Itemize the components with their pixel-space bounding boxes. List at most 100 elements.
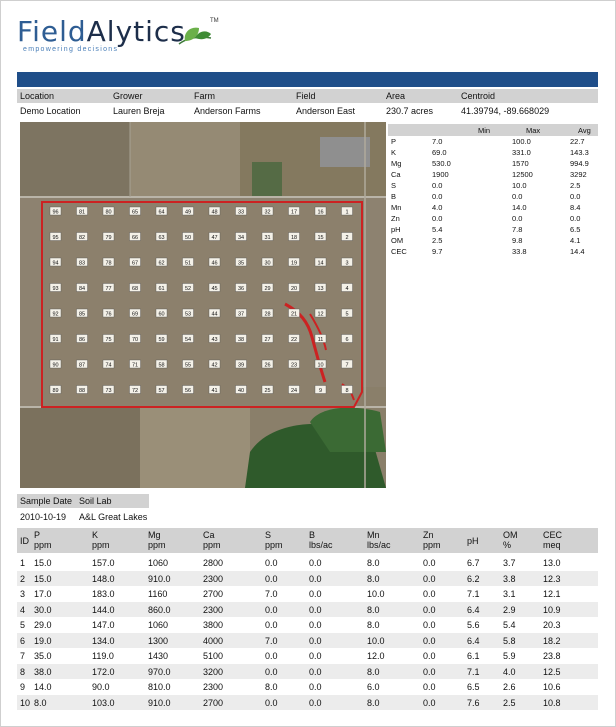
sample-point-label: 23 (291, 362, 297, 368)
value-grower: Lauren Breja (113, 106, 165, 116)
data-header-label: ID (20, 536, 29, 546)
sample-point-marker (288, 385, 300, 394)
table-cell: 15.0 (34, 558, 52, 568)
table-cell: 0.0 (265, 666, 278, 677)
sample-point-label: 30 (264, 260, 270, 266)
sample-point-label: 29 (264, 286, 270, 292)
stats-name: Mg (391, 159, 402, 168)
sample-point-label: 10 (317, 362, 323, 368)
sample-point-label: 69 (132, 311, 138, 317)
stats-row: OM 2.5 9.8 4.1 (388, 235, 598, 246)
sample-point-label: 47 (211, 235, 217, 241)
sample-point-marker (155, 257, 168, 267)
sample-point-label: 37 (238, 311, 244, 317)
sample-point-label: 63 (158, 235, 164, 241)
sample-point-marker (341, 206, 353, 216)
table-cell: 0.0 (265, 573, 278, 584)
sample-point-marker (314, 334, 327, 343)
sample-point-marker (182, 334, 194, 343)
sample-point-marker (261, 359, 274, 369)
data-header-label: B (309, 530, 316, 540)
table-cell: 6.5 (467, 682, 480, 692)
sample-point-label: 68 (132, 286, 138, 292)
table-cell: 20.3 (543, 620, 561, 630)
field-info-row: Demo Location Lauren Breja Anderson Farm… (17, 104, 598, 118)
sample-point-label: 18 (291, 235, 297, 241)
stats-name: B (391, 192, 397, 201)
sample-point-marker (288, 283, 300, 292)
table-cell: 15.0 (34, 573, 52, 584)
table-cell: 1060 (148, 620, 169, 630)
data-header-unit: ppm (265, 540, 283, 550)
sample-point-marker (49, 232, 62, 241)
stats-min: 9.7 (432, 247, 443, 256)
fieldalytics-logo: FieldAlytics empowering decisions TM (17, 18, 219, 54)
sample-point-label: 50 (185, 235, 191, 241)
table-row: 4 30.0 144.0 860.0 2300 0.0 0.0 8.0 0.0 6.4 2.9 10.… (17, 601, 598, 617)
table-cell: 3.7 (503, 558, 516, 568)
data-header-label: pH (467, 536, 479, 546)
table-row: 6 19.0 134.0 1300 4000 7.0 0.0 10.0 0.0 6.4 5.8 18.… (17, 632, 598, 648)
sample-point-marker (288, 308, 300, 318)
stats-min: 530.0 (432, 159, 451, 168)
sample-point-label: 94 (52, 260, 58, 266)
stats-max: 9.8 (512, 236, 523, 245)
sample-point-marker (155, 283, 168, 292)
sample-point-marker (235, 232, 247, 241)
sample-point-label: 11 (318, 337, 324, 343)
sample-point-label: 22 (291, 337, 297, 343)
header-grower: Grower (113, 91, 143, 101)
stats-min: 0.0 (432, 192, 443, 201)
stats-min: 0.0 (432, 214, 443, 223)
sample-point-label: 32 (264, 209, 270, 215)
data-header-col: Mn lbs/ac (367, 530, 391, 550)
sample-point-label: 6 (345, 337, 348, 343)
stats-row: P 7.0 100.0 22.7 (388, 136, 598, 147)
stats-min: 1900 (432, 170, 449, 179)
stats-row: Mn 4.0 14.0 8.4 (388, 202, 598, 213)
stats-avg: 3292 (570, 170, 587, 179)
table-cell: 2.5 (503, 697, 516, 708)
table-cell: 6.2 (467, 573, 480, 584)
header-bar (17, 72, 598, 87)
sample-point-label: 81 (79, 209, 85, 215)
data-header-label: Zn (423, 530, 434, 540)
sample-point-label: 84 (79, 286, 85, 292)
sample-point-label: 9 (319, 388, 322, 394)
sample-point-marker (208, 257, 221, 267)
sample-point-marker (288, 206, 300, 216)
table-cell: 1060 (148, 558, 169, 568)
table-cell: 12.5 (543, 666, 561, 677)
table-cell: 1 (20, 558, 26, 568)
logo-tagline: empowering decisions (23, 46, 119, 53)
sample-point-label: 31 (264, 235, 270, 241)
sample-point-label: 27 (264, 337, 270, 343)
value-soil-lab: A&L Great Lakes (79, 512, 148, 522)
stats-max: 1570 (512, 159, 529, 168)
table-cell: 0.0 (309, 573, 322, 584)
table-cell: 148.0 (92, 573, 115, 584)
sample-point-label: 91 (52, 337, 58, 343)
table-cell: 0.0 (309, 697, 322, 708)
sample-point-label: 55 (185, 362, 191, 368)
sample-point-label: 25 (264, 388, 270, 394)
stats-min: 0.0 (432, 181, 443, 190)
table-cell: 0.0 (265, 620, 278, 630)
stats-avg: 8.4 (570, 203, 581, 212)
table-cell: 0.0 (423, 697, 436, 708)
sample-point-marker (235, 385, 247, 394)
sample-point-label: 61 (158, 286, 164, 292)
value-field: Anderson East (296, 106, 356, 116)
sample-point-label: 46 (211, 260, 217, 266)
sample-point-marker (155, 232, 168, 241)
data-header-unit: lbs/ac (309, 540, 333, 550)
stats-row: B 0.0 0.0 0.0 (388, 191, 598, 202)
sample-point-label: 57 (158, 388, 164, 394)
field-info-header: Location Grower Farm Field Area Centroid (17, 89, 598, 103)
stats-min: 7.0 (432, 137, 443, 146)
data-header-col: Ca ppm (203, 530, 221, 550)
stats-name: Zn (391, 214, 400, 223)
stats-max: 331.0 (512, 148, 531, 157)
stats-name: K (391, 148, 397, 157)
